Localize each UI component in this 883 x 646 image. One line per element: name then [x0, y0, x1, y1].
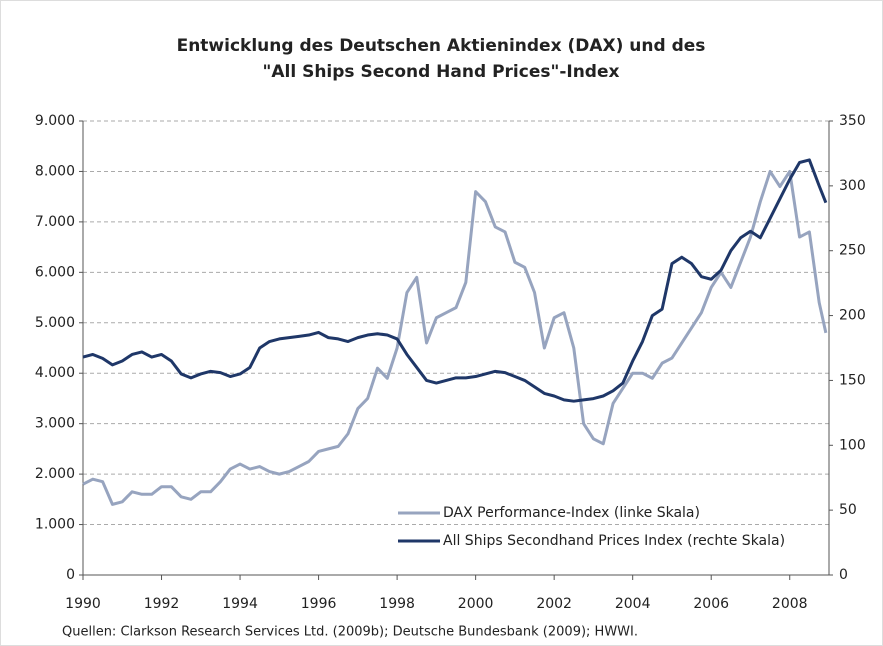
x-tick-label: 2008 — [772, 596, 808, 612]
x-tick-label: 1990 — [65, 596, 101, 612]
series-line — [82, 158, 828, 403]
y2-tick-label: 300 — [839, 178, 866, 194]
y2-tick-label: 0 — [839, 567, 848, 583]
y-tick-label: 3.000 — [35, 416, 75, 432]
y-tick-label: 8.000 — [35, 163, 75, 179]
x-tick-label: 2004 — [615, 596, 651, 612]
y-tick-label: 4.000 — [35, 365, 75, 381]
legend-label: All Ships Secondhand Prices Index (recht… — [443, 533, 785, 549]
y2-tick-label: 200 — [839, 308, 866, 324]
chart-title: Entwicklung des Deutschen Aktienindex (D… — [177, 36, 706, 56]
x-tick-label: 1996 — [301, 596, 337, 612]
chart-subtitle: "All Ships Second Hand Prices"-Index — [263, 62, 620, 82]
y-tick-label: 1.000 — [35, 517, 75, 533]
source: Quellen: Clarkson Research Services Ltd.… — [62, 625, 638, 640]
x-tick-label: 2000 — [458, 596, 494, 612]
y-tick-label: 9.000 — [35, 113, 75, 129]
y-tick-label: 7.000 — [35, 214, 75, 230]
x-tick-label: 1994 — [222, 596, 258, 612]
y2-tick-label: 100 — [839, 437, 866, 453]
y2-tick-label: 250 — [839, 243, 866, 259]
x-tick-label: 1992 — [144, 596, 180, 612]
y-tick-label: 2.000 — [35, 466, 75, 482]
y2-tick-label: 50 — [839, 502, 857, 518]
y-tick-label: 0 — [66, 567, 75, 583]
y-tick-label: 6.000 — [35, 264, 75, 280]
x-tick-label: 1998 — [379, 596, 415, 612]
x-tick-label: 2002 — [536, 596, 572, 612]
y2-tick-label: 150 — [839, 372, 866, 388]
legend-label: DAX Performance-Index (linke Skala) — [443, 505, 700, 521]
y-tick-label: 5.000 — [35, 315, 75, 331]
x-tick-label: 2006 — [693, 596, 729, 612]
y2-tick-label: 350 — [839, 113, 866, 129]
series-line — [82, 169, 828, 506]
